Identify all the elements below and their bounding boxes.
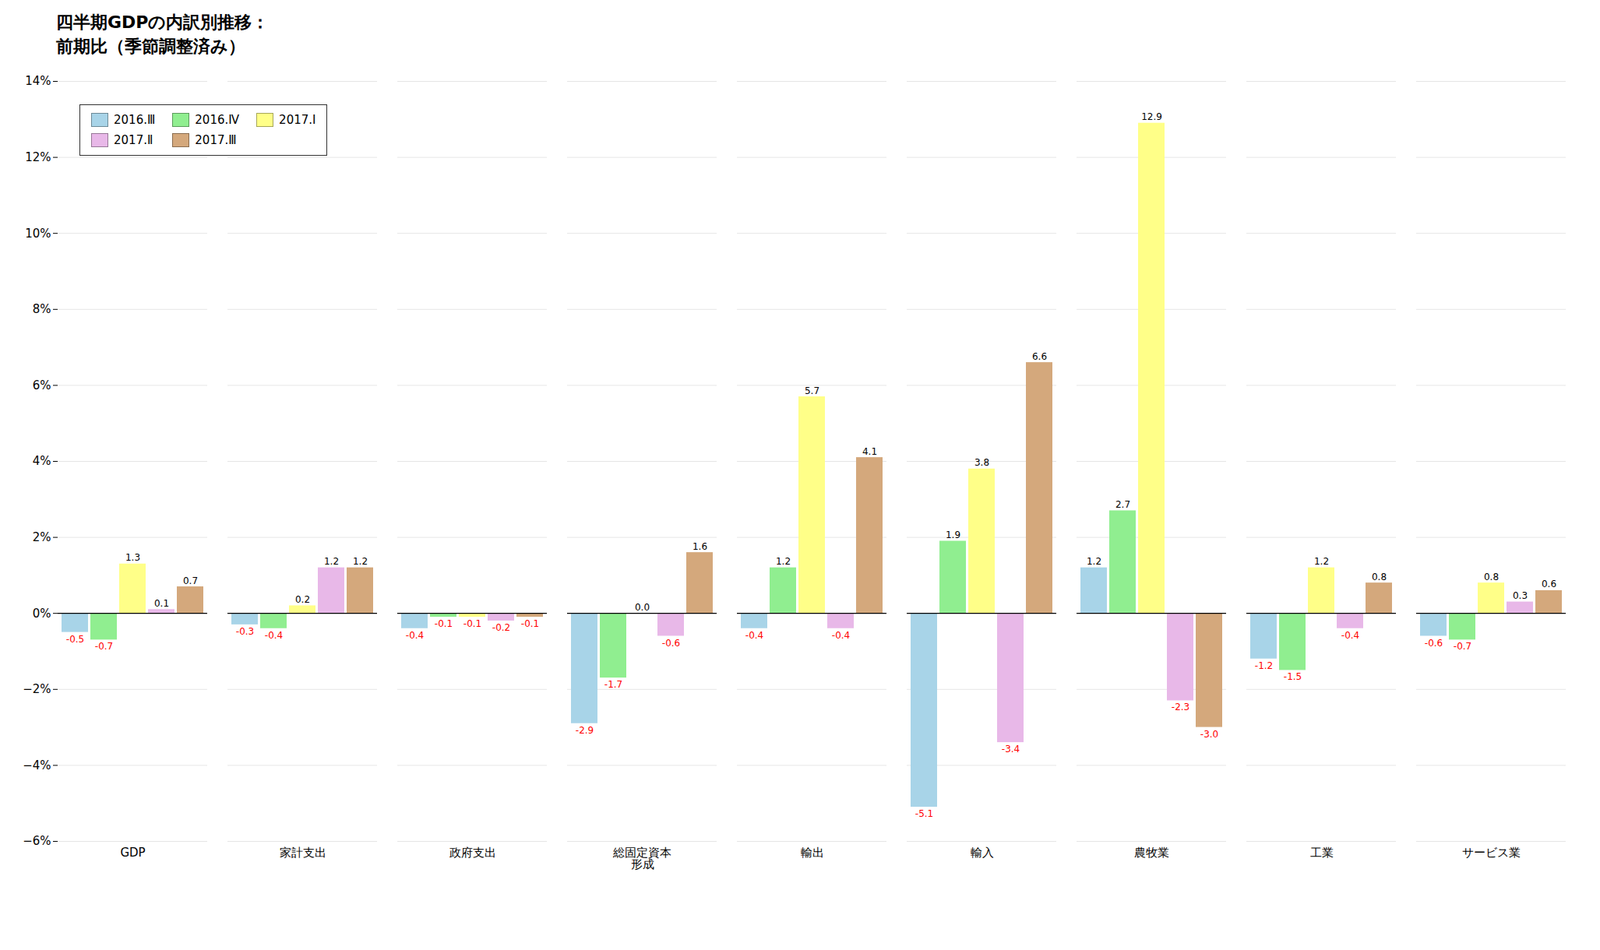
html-text:2017.Ⅲ: 2017.Ⅲ (194, 132, 237, 147)
svg-text:-0.4: -0.4 (405, 629, 424, 641)
svg-text:-0.4: -0.4 (745, 629, 764, 641)
svg-text:0.0: 0.0 (634, 601, 650, 613)
svg-text:5.7: 5.7 (804, 384, 820, 396)
svg-text:家計支出: 家計支出 (279, 845, 327, 860)
svg-text:0.1: 0.1 (154, 597, 170, 609)
svg-text:0.8: 0.8 (1483, 570, 1499, 582)
svg-text:-2.3: -2.3 (1171, 701, 1190, 713)
svg-text:4%: 4% (32, 454, 52, 469)
svg-text:-3.4: -3.4 (1001, 743, 1020, 755)
svg-text:-0.1: -0.1 (521, 618, 540, 630)
svg-text:-0.6: -0.6 (662, 637, 681, 649)
svg-text:輸入: 輸入 (970, 845, 994, 860)
svg-text:0.3: 0.3 (1512, 590, 1528, 602)
svg-text:10%: 10% (24, 225, 51, 240)
svg-text:-0.6: -0.6 (1424, 637, 1443, 649)
svg-text:12.9: 12.9 (1141, 111, 1163, 123)
svg-text:1.2: 1.2 (352, 556, 368, 568)
svg-text:GDP: GDP (119, 845, 145, 860)
svg-text:1.9: 1.9 (945, 529, 961, 541)
svg-text:1.6: 1.6 (692, 540, 708, 552)
svg-text:3.8: 3.8 (974, 457, 990, 469)
svg-text:8%: 8% (32, 302, 52, 317)
svg-text:−6%: −6% (22, 834, 51, 849)
svg-text:-3.0: -3.0 (1200, 728, 1219, 740)
svg-text:総固定資本形成: 総固定資本形成 (612, 845, 672, 872)
svg-text:6.6: 6.6 (1032, 350, 1047, 362)
svg-text:12%: 12% (24, 149, 51, 164)
svg-text:−2%: −2% (22, 682, 51, 697)
svg-text:政府支出: 政府支出 (449, 845, 497, 860)
svg-text:-1.5: -1.5 (1283, 671, 1302, 683)
svg-text:-0.1: -0.1 (434, 618, 453, 630)
html-text:2016.Ⅲ: 2016.Ⅲ (113, 112, 156, 127)
svg-text:-0.4: -0.4 (1341, 629, 1360, 641)
html-text:2017.Ⅰ: 2017.Ⅰ (278, 112, 316, 127)
svg-text:-5.1: -5.1 (915, 808, 934, 820)
svg-text:-0.7: -0.7 (95, 641, 113, 652)
svg-text:2%: 2% (32, 529, 52, 544)
svg-text:サービス業: サービス業 (1462, 845, 1521, 860)
svg-text:0.6: 0.6 (1541, 578, 1557, 590)
svg-text:0.2: 0.2 (295, 594, 311, 606)
svg-text:4.1: 4.1 (862, 445, 878, 457)
svg-text:-0.3: -0.3 (236, 625, 254, 637)
svg-text:0.7: 0.7 (183, 574, 198, 586)
svg-text:1.2: 1.2 (1314, 556, 1329, 568)
svg-text:-0.1: -0.1 (463, 618, 482, 630)
svg-text:14%: 14% (24, 74, 51, 89)
svg-text:1.2: 1.2 (1086, 556, 1102, 568)
svg-text:−4%: −4% (22, 757, 51, 772)
svg-text:-0.5: -0.5 (66, 633, 85, 645)
svg-text:-1.2: -1.2 (1254, 659, 1273, 671)
svg-text:工業: 工業 (1310, 845, 1334, 860)
svg-text:0.8: 0.8 (1371, 570, 1387, 582)
svg-text:-1.7: -1.7 (604, 679, 623, 691)
svg-text:-0.7: -0.7 (1453, 641, 1472, 652)
svg-text:2.7: 2.7 (1115, 499, 1131, 511)
svg-text:6%: 6% (32, 377, 52, 392)
svg-text:1.2: 1.2 (775, 556, 791, 568)
svg-text:-0.4: -0.4 (264, 629, 283, 641)
html-text:四半期GDPの内訳別推移： 前期比（季節調整済み）: 四半期GDPの内訳別推移： 前期比（季節調整済み） (56, 12, 270, 56)
html-text:2017.Ⅱ: 2017.Ⅱ (113, 132, 153, 147)
svg-text:農牧業: 農牧業 (1134, 845, 1170, 860)
html-text:2016.Ⅳ: 2016.Ⅳ (194, 112, 240, 127)
svg-text:1.2: 1.2 (324, 556, 339, 568)
svg-text:輸出: 輸出 (800, 845, 825, 860)
svg-text:-0.2: -0.2 (492, 622, 511, 634)
svg-text:0%: 0% (32, 606, 52, 621)
svg-text:-0.4: -0.4 (831, 629, 850, 641)
svg-text:1.3: 1.3 (125, 552, 141, 564)
svg-text:-2.9: -2.9 (575, 724, 594, 736)
